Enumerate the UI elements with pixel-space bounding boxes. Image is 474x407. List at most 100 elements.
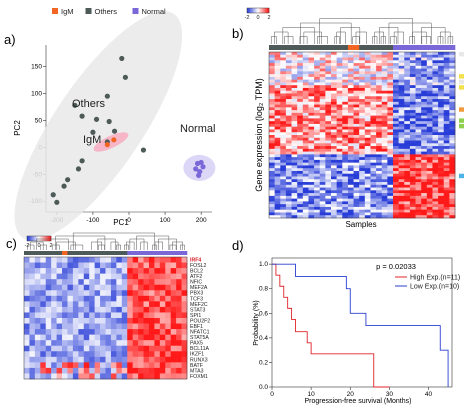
heatmap-cell — [302, 52, 309, 56]
heatmap-cell — [376, 129, 383, 133]
heatmap-cell — [314, 118, 321, 122]
heatmap-cell — [302, 159, 309, 163]
heatmap-cell — [138, 345, 144, 352]
dendrogram-branch — [124, 244, 129, 250]
heatmap-cell — [78, 318, 85, 324]
side-annotation-mark — [459, 173, 464, 179]
legend-label: High Exp.(n=11) — [410, 275, 460, 282]
heatmap-cell — [438, 201, 445, 205]
heatmap-cell — [342, 184, 349, 188]
heatmap-cell — [110, 334, 117, 341]
heatmap-cell — [421, 82, 428, 86]
heatmap-cell — [176, 318, 182, 324]
heatmap-cell — [432, 157, 439, 161]
heatmap-cell — [426, 82, 433, 86]
heatmap-cell — [376, 123, 383, 127]
heatmap-cell — [359, 162, 366, 166]
heatmap-cell — [370, 96, 377, 100]
x-tick-label: 10 — [308, 391, 316, 398]
heatmap-cell — [432, 173, 439, 177]
heatmap-cell — [110, 306, 117, 313]
heatmap-cell — [359, 215, 366, 219]
heatmap-cell — [364, 76, 371, 80]
heatmap-cell — [325, 165, 332, 169]
heatmap-cell — [381, 101, 388, 105]
heatmap-cell — [438, 168, 445, 172]
heatmap-cell — [116, 329, 123, 335]
heatmap-cell — [364, 143, 371, 147]
heatmap-cell — [302, 99, 309, 103]
heatmap-cell — [376, 112, 383, 116]
heatmap-cell — [94, 329, 101, 335]
heatmap-cell — [359, 151, 366, 155]
heatmap-cell — [83, 290, 90, 297]
heatmap-cell — [40, 306, 47, 313]
heatmap-cell — [40, 345, 47, 352]
heatmap-cell — [331, 57, 337, 61]
heatmap-cell — [421, 173, 428, 177]
heatmap-cell — [347, 57, 354, 61]
heatmap-cell — [409, 57, 416, 61]
survival-curve-low — [272, 263, 449, 387]
heatmap-cell — [370, 204, 377, 208]
heatmap-cell — [359, 123, 366, 127]
heatmap-cell — [138, 301, 144, 308]
heatmap-cell — [308, 198, 315, 202]
row-label: FOXM1 — [190, 374, 208, 380]
dendrogram-branch — [72, 232, 155, 250]
heatmap-cell — [143, 301, 150, 308]
heatmap-cell — [421, 90, 428, 94]
heatmap-cell — [269, 140, 275, 144]
heatmap-cell — [387, 96, 394, 100]
heatmap-cell — [398, 118, 405, 122]
heatmap-cell — [359, 121, 366, 125]
heatmap-cell — [269, 115, 275, 119]
heatmap-cell — [110, 318, 117, 324]
heatmap-cell — [387, 146, 394, 150]
heatmap-cell — [24, 284, 30, 291]
heatmap-cell — [308, 54, 315, 58]
heatmap-cell — [359, 140, 366, 144]
heatmap-cell — [302, 206, 309, 210]
row-label: IKZF1 — [190, 352, 204, 358]
heatmap-cell — [347, 179, 354, 183]
heatmap-cell — [421, 65, 428, 69]
heatmap-cell — [176, 279, 182, 286]
heatmap-cell — [34, 262, 41, 269]
heatmap-cell — [449, 212, 456, 216]
heatmap-cell — [359, 184, 366, 188]
heatmap-cell — [449, 148, 456, 152]
heatmap-cell — [347, 101, 354, 105]
heatmap-cell — [56, 257, 63, 263]
heatmap-cell — [269, 129, 275, 133]
heatmap-cell — [159, 334, 166, 341]
heatmap-cell — [274, 129, 281, 133]
heatmap-cell — [342, 165, 349, 169]
heatmap-cell — [364, 107, 371, 111]
heatmap-cell — [285, 63, 292, 67]
heatmap-cell — [415, 68, 422, 72]
heatmap-cell — [100, 290, 106, 297]
heatmap-cell — [308, 215, 315, 219]
heatmap-cell — [62, 257, 68, 263]
heatmap-cell — [443, 140, 450, 144]
heatmap-cell — [40, 284, 47, 291]
heatmap-cell — [62, 362, 68, 369]
heatmap-cell — [353, 190, 360, 194]
point-others — [65, 177, 71, 183]
heatmap-cell — [393, 209, 399, 213]
heatmap-cell — [432, 176, 439, 180]
heatmap-cell — [415, 195, 422, 199]
heatmap-cell — [159, 306, 166, 313]
heatmap-cell — [426, 140, 433, 144]
heatmap-cell — [280, 176, 287, 180]
heatmap-cell — [34, 301, 41, 308]
heatmap-cell — [51, 295, 57, 302]
heatmap-cell — [438, 126, 445, 130]
row-label: BATF — [190, 363, 203, 369]
heatmap-cell — [381, 99, 388, 103]
heatmap-cell — [370, 63, 377, 67]
heatmap-cell — [426, 168, 433, 172]
heatmap-cell — [359, 104, 366, 108]
heatmap-cell — [269, 90, 275, 94]
